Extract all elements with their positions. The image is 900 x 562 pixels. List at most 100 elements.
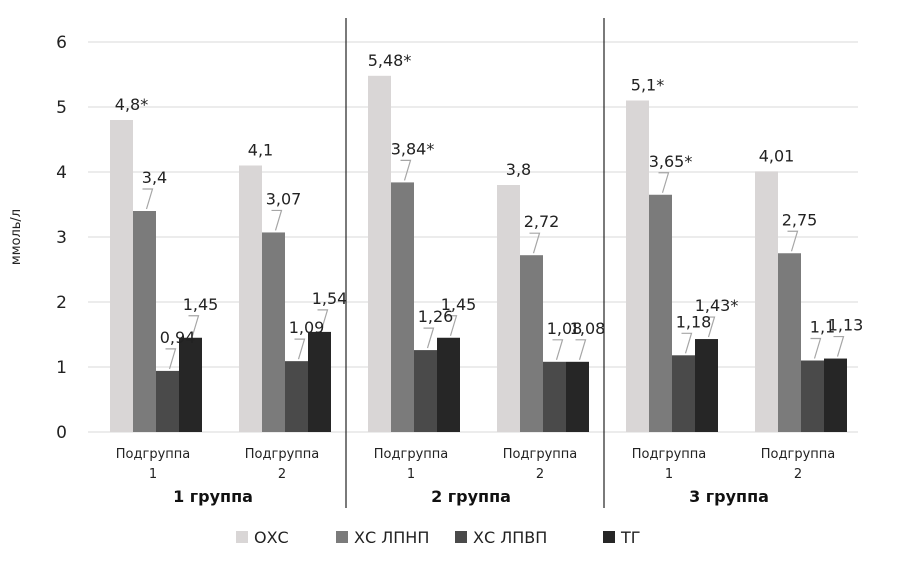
data-labels: 4,8* 3,4 0,94 1,45 4,1 3,07 1,09 1,54 5,48* 3,84*… xyxy=(115,51,864,347)
y-tick-label: 0 xyxy=(56,423,67,443)
data-label: 1,45 xyxy=(183,295,219,314)
data-label: 1,09 xyxy=(289,318,325,337)
group-label: 1 группа xyxy=(173,487,253,506)
bar-0-1 xyxy=(239,165,262,432)
bar-0-5 xyxy=(755,171,778,432)
bar-3-0 xyxy=(179,337,202,432)
legend-entry-1: ХС ЛПНП xyxy=(354,528,429,547)
leader-line xyxy=(787,230,799,252)
category-label: Подгруппа xyxy=(761,447,835,462)
data-label: 4,8* xyxy=(115,95,148,114)
leader-line xyxy=(810,337,822,359)
data-label: 3,4 xyxy=(142,168,167,187)
category-label: 2 xyxy=(536,467,544,482)
bar-0-4 xyxy=(626,100,649,432)
category-label: 2 xyxy=(278,467,286,482)
bar-3-5 xyxy=(824,358,847,432)
data-label: 3,84* xyxy=(391,139,435,158)
legend-entry-2: ХС ЛПВП xyxy=(473,528,547,547)
y-tick-label: 6 xyxy=(56,33,67,53)
data-label: 1,26 xyxy=(418,307,454,326)
bar-1-1 xyxy=(262,232,285,432)
bar-1-0 xyxy=(133,211,156,432)
data-label: 1,08 xyxy=(570,319,606,338)
data-label: 4,01 xyxy=(759,146,795,165)
bar-3-1 xyxy=(308,331,331,432)
category-labels: Подгруппа 1 Подгруппа 2 Подгруппа 1 Подгруппа 2… xyxy=(116,447,835,482)
leader-line xyxy=(575,339,587,360)
leader-line xyxy=(704,316,716,338)
leader-line xyxy=(423,327,435,349)
bar-2-1 xyxy=(285,361,308,432)
data-label: 5,1* xyxy=(631,76,664,95)
legend-entry-3: ТГ xyxy=(620,528,641,547)
legend-swatch-2 xyxy=(455,531,467,543)
leader-line xyxy=(142,188,154,210)
bar-2-3 xyxy=(543,361,566,432)
leader-line xyxy=(658,172,670,193)
data-label: 1,54 xyxy=(312,289,348,308)
leader-line xyxy=(317,309,329,331)
category-label: Подгруппа xyxy=(116,447,190,462)
category-label: 1 xyxy=(665,467,673,482)
leader-line xyxy=(681,332,693,354)
bar-2-4 xyxy=(672,355,695,432)
leader-lines xyxy=(142,159,845,370)
y-tick-label: 1 xyxy=(56,358,67,378)
data-label: 2,75 xyxy=(782,210,818,229)
legend-swatch-3 xyxy=(603,531,615,543)
group-label: 3 группа xyxy=(689,487,769,506)
bar-1-5 xyxy=(778,253,801,432)
legend: ОХС ХС ЛПНП ХС ЛПВП ТГ xyxy=(236,528,641,547)
data-label: 0,94 xyxy=(160,328,196,347)
y-axis-title: ммоль/л xyxy=(9,209,24,265)
bar-1-3 xyxy=(520,255,543,432)
bar-0-0 xyxy=(110,120,133,432)
group-labels: 1 группа 2 группа 3 группа xyxy=(173,487,769,506)
bar-3-2 xyxy=(437,337,460,432)
leader-line xyxy=(294,338,306,360)
data-label: 1,43* xyxy=(695,296,739,315)
legend-swatch-1 xyxy=(336,531,348,543)
y-axis: 0 1 2 3 4 5 6 xyxy=(56,33,67,443)
leader-line xyxy=(446,315,458,336)
bar-2-2 xyxy=(414,350,437,432)
bar-2-0 xyxy=(156,370,179,432)
data-label: 1,1 xyxy=(810,318,835,337)
y-tick-label: 3 xyxy=(56,228,67,248)
grid xyxy=(88,41,858,433)
category-label: Подгруппа xyxy=(632,447,706,462)
data-label: 3,8 xyxy=(506,160,531,179)
leader-line xyxy=(400,159,412,181)
category-label: 1 xyxy=(149,467,157,482)
bar-2-5 xyxy=(801,360,824,432)
group-label: 2 группа xyxy=(431,487,511,506)
leader-line xyxy=(529,232,541,254)
data-label: 1,18 xyxy=(676,312,712,331)
category-label: Подгруппа xyxy=(374,447,448,462)
leader-line xyxy=(833,335,845,357)
category-label: Подгруппа xyxy=(503,447,577,462)
group-separators xyxy=(345,18,605,508)
data-label: 2,72 xyxy=(524,212,560,231)
bars xyxy=(110,75,847,433)
data-label: 5,48* xyxy=(368,51,412,70)
leader-line xyxy=(165,348,177,370)
data-label: 3,07 xyxy=(266,189,302,208)
bar-3-4 xyxy=(695,339,718,432)
y-tick-label: 5 xyxy=(56,98,67,118)
bar-0-2 xyxy=(368,75,391,433)
leader-line xyxy=(552,339,564,360)
data-label: 3,65* xyxy=(649,152,693,171)
bar-1-4 xyxy=(649,194,672,432)
category-label: 2 xyxy=(794,467,802,482)
leader-line xyxy=(188,315,200,336)
y-tick-label: 4 xyxy=(56,163,67,183)
data-label: 1,08 xyxy=(547,319,583,338)
bar-0-3 xyxy=(497,185,520,432)
category-label: Подгруппа xyxy=(245,447,319,462)
data-label: 1,45 xyxy=(441,295,477,314)
legend-swatch-0 xyxy=(236,531,248,543)
data-label: 1,13 xyxy=(828,316,864,335)
data-label: 4,1 xyxy=(248,141,273,160)
